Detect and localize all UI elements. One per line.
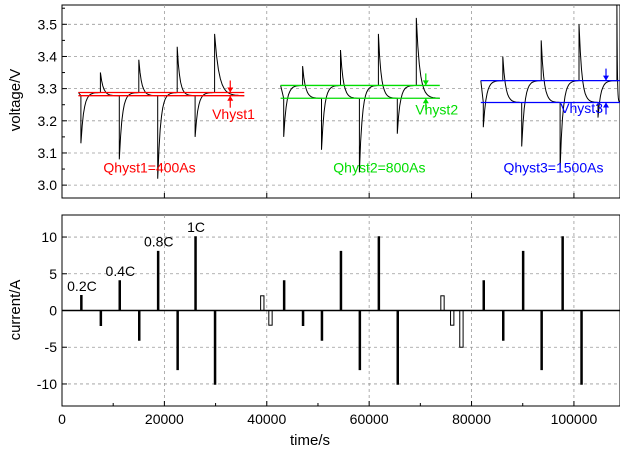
- x-tick-label: 20000: [145, 411, 184, 427]
- x-tick-label: 80000: [452, 411, 491, 427]
- hyst-step-pulse: [450, 310, 455, 326]
- vhyst-label-1: Vhyst1: [212, 106, 255, 122]
- voltage-tick-label: 3.5: [38, 16, 58, 32]
- qhyst-label-3: Qhyst3=1500As: [503, 159, 603, 175]
- voltage-trace-series-2: [280, 17, 440, 173]
- current-tick-label: -5: [45, 339, 58, 355]
- vhyst-arrow-top-head-1: [227, 87, 234, 93]
- vhyst-arrow-top-head-2: [422, 80, 429, 86]
- vhyst-arrow-bottom-head-1: [227, 95, 234, 101]
- hyst-step-pulse: [459, 310, 464, 348]
- vhyst-label-2: Vhyst2: [415, 101, 458, 117]
- current-tick-label: 0: [49, 303, 57, 319]
- vhyst-arrow-top-head-3: [603, 75, 609, 81]
- x-tick-label: 100000: [551, 411, 598, 427]
- voltage-plot-frame: [61, 4, 620, 199]
- annotations: Vhyst1 Qhyst1=400As Vhyst2 Qhyst2=800As Vhys…: [67, 100, 603, 294]
- current-axis: -10 -5 0 5 10 0 20000 40000 60000 80000 100000: [37, 229, 598, 427]
- voltage-trace-series-3: [480, 4, 620, 170]
- x-tick-label: 40000: [247, 411, 286, 427]
- voltage-tick-label: 3.2: [38, 113, 58, 129]
- x-axis-label: time/s: [290, 432, 330, 449]
- hysteresis-lines: [78, 68, 620, 115]
- current-y-axis-label: current/A: [7, 280, 24, 341]
- c-rate-label: 0.4C: [106, 263, 136, 279]
- qhyst-label-2: Qhyst2=800As: [333, 159, 425, 175]
- x-tick-label: 60000: [350, 411, 389, 427]
- c-rate-label: 0.8C: [144, 234, 174, 250]
- current-traces: [62, 236, 620, 385]
- voltage-tick-label: 3.4: [38, 48, 58, 64]
- hyst-step-pulse: [260, 295, 265, 311]
- vhyst-arrow-bottom-head-3: [603, 102, 609, 108]
- voltage-y-axis-label: voltage/V: [7, 69, 24, 132]
- c-rate-label: 1C: [187, 219, 205, 235]
- current-tick-label: 5: [49, 266, 57, 282]
- voltage-tick-label: 3.0: [38, 177, 58, 193]
- vhyst-arrow-bottom-head-2: [422, 98, 429, 104]
- c-rate-label: 0.2C: [67, 278, 97, 294]
- vhyst-label-3: Vhyst3: [560, 100, 603, 116]
- voltage-axis: 3.0 3.1 3.2 3.3 3.4 3.5: [38, 7, 575, 198]
- current-tick-label: -10: [37, 376, 57, 392]
- current-tick-label: 10: [41, 229, 57, 245]
- voltage-tick-label: 3.1: [38, 145, 58, 161]
- hyst-step-pulse: [440, 295, 445, 311]
- hyst-step-pulse: [268, 310, 273, 326]
- x-tick-label: 0: [58, 411, 66, 427]
- current-pulse-trace: [62, 236, 620, 385]
- qhyst-label-1: Qhyst1=400As: [103, 159, 195, 175]
- voltage-tick-label: 3.3: [38, 81, 58, 97]
